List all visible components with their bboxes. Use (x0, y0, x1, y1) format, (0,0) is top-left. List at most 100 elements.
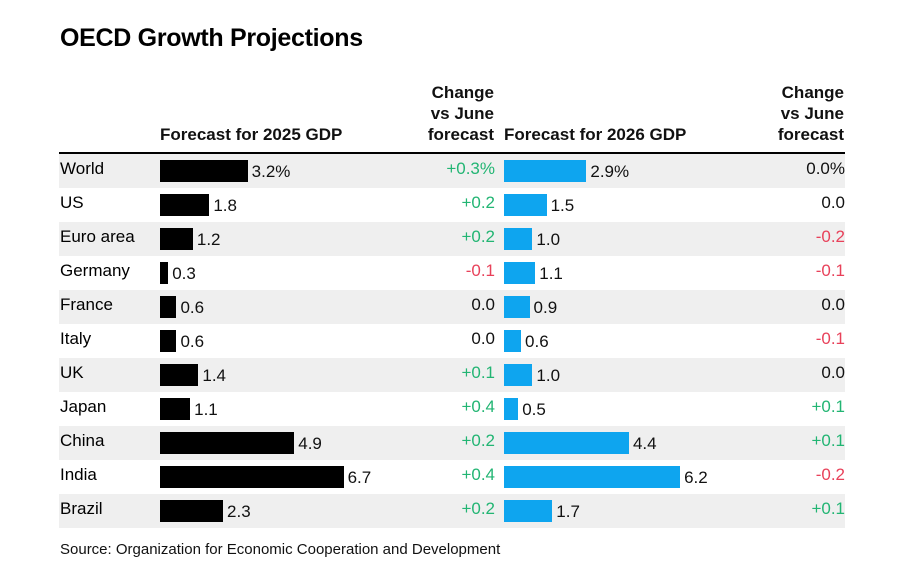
change-2026: +0.1 (811, 431, 845, 450)
country-label: France (60, 295, 113, 314)
value-label-2026: 0.6 (525, 332, 549, 351)
country-label: India (60, 465, 97, 484)
value-label-2026: 4.4 (632, 434, 657, 453)
bar-2025 (160, 364, 199, 386)
value-label-2025: 0.3 (172, 264, 196, 283)
bar-2026 (504, 160, 587, 182)
change-2026: 0.0 (821, 363, 845, 382)
bar-2026 (504, 466, 681, 488)
country-label: US (60, 193, 84, 212)
bar-2025 (160, 398, 191, 420)
header-change-2026: Change vs June forecast (750, 82, 844, 145)
table-row: US 1.8 +0.2 1.5 0.0 (59, 188, 845, 222)
change-2026: +0.1 (811, 397, 845, 416)
change-2025: +0.2 (461, 499, 495, 518)
value-label-2025: 1.8 (213, 196, 237, 215)
change-2025: +0.4 (461, 397, 495, 416)
change-2026: 0.0% (806, 159, 845, 178)
header-forecast-2025: Forecast for 2025 GDP (160, 125, 343, 144)
table-row: Brazil 2.3 +0.2 1.7 +0.1 (59, 494, 845, 528)
value-label-2026: 0.5 (522, 400, 546, 419)
country-label: Japan (60, 397, 107, 416)
country-label: China (60, 431, 105, 450)
bar-2025 (160, 160, 248, 182)
table-row: Japan 1.1 +0.4 0.5 +0.1 (59, 392, 845, 426)
country-label: Brazil (60, 499, 103, 518)
table-row: India 6.7 +0.4 6.2 -0.2 (59, 460, 845, 494)
bar-2026 (504, 500, 553, 522)
bar-2026 (504, 432, 629, 454)
header-change-2025-line1: Change (431, 83, 494, 102)
change-2025: +0.2 (461, 227, 495, 246)
change-2026: -0.1 (815, 329, 845, 348)
change-2026: 0.0 (821, 295, 845, 314)
change-2026: +0.1 (811, 499, 845, 518)
bar-2026 (504, 398, 519, 420)
country-label: Italy (60, 329, 92, 348)
change-2025: +0.2 (461, 193, 495, 212)
value-label-2026: 1.5 (550, 196, 575, 215)
change-2025: -0.1 (465, 261, 495, 280)
table-row: China 4.9 +0.2 4.4 +0.1 (59, 426, 845, 460)
table-row: Italy 0.6 0.0 0.6 -0.1 (59, 324, 845, 358)
change-2025: 0.0 (471, 329, 495, 348)
value-label-2025: 1.4 (202, 366, 226, 385)
country-label: Germany (60, 261, 130, 280)
bar-2026 (504, 262, 536, 284)
country-label: UK (60, 363, 84, 382)
value-label-2025: 1.2 (196, 230, 221, 249)
bar-2026 (504, 194, 547, 216)
bar-2025 (160, 262, 169, 284)
value-label-2025: 0.6 (180, 298, 205, 317)
table-row: Euro area 1.2 +0.2 1.0 -0.2 (59, 222, 845, 256)
change-2025: +0.4 (461, 465, 495, 484)
header-change-2026-line3: forecast (777, 125, 844, 144)
value-label-2026: 1.0 (536, 366, 561, 385)
change-2025: +0.3% (446, 159, 495, 178)
header-rule (59, 152, 845, 154)
bar-2026 (504, 296, 530, 318)
header-change-2025-line3: forecast (427, 125, 494, 144)
table-row: Germany 0.3 -0.1 1.1 -0.1 (59, 256, 845, 290)
header-change-2026-line2: vs June (780, 104, 844, 123)
change-2026: -0.2 (815, 465, 845, 484)
bar-2025 (160, 432, 295, 454)
change-2026: -0.2 (815, 227, 845, 246)
change-2026: -0.1 (815, 261, 845, 280)
bar-2025 (160, 330, 177, 352)
bar-2026 (504, 330, 522, 352)
table-row: World 3.2% +0.3% 2.9% 0.0% (59, 154, 845, 188)
value-label-2025: 6.7 (347, 468, 372, 487)
bar-2026 (504, 364, 533, 386)
country-label: Euro area (60, 227, 135, 246)
value-label-2026: 2.9% (590, 162, 630, 181)
source-note: Source: Organization for Economic Cooper… (60, 541, 501, 558)
bar-2025 (160, 500, 224, 522)
bar-2025 (160, 296, 177, 318)
table-row: France 0.6 0.0 0.9 0.0 (59, 290, 845, 324)
header-change-2025-line2: vs June (430, 104, 494, 123)
bar-2025 (160, 194, 210, 216)
bar-2025 (160, 466, 344, 488)
value-label-2026: 0.9 (533, 298, 558, 317)
table-row: UK 1.4 +0.1 1.0 0.0 (59, 358, 845, 392)
value-label-2026: 1.0 (536, 230, 561, 249)
change-2026: 0.0 (821, 193, 845, 212)
value-label-2026: 1.1 (539, 264, 563, 283)
header-change-2025: Change vs June forecast (400, 82, 494, 145)
change-2025: +0.1 (461, 363, 495, 382)
bar-2026 (504, 228, 533, 250)
value-label-2025: 1.1 (194, 400, 218, 419)
value-label-2025: 2.3 (227, 502, 251, 521)
value-label-2025: 0.6 (180, 332, 205, 351)
value-label-2026: 1.7 (556, 502, 580, 521)
chart-title: OECD Growth Projections (60, 24, 363, 52)
bar-2025 (160, 228, 193, 250)
change-2025: 0.0 (471, 295, 495, 314)
value-label-2025: 3.2% (251, 162, 291, 181)
change-2025: +0.2 (461, 431, 495, 450)
header-change-2026-line1: Change (781, 83, 844, 102)
value-label-2025: 4.9 (298, 434, 322, 453)
header-forecast-2026: Forecast for 2026 GDP (504, 125, 687, 144)
value-label-2026: 6.2 (684, 468, 708, 487)
